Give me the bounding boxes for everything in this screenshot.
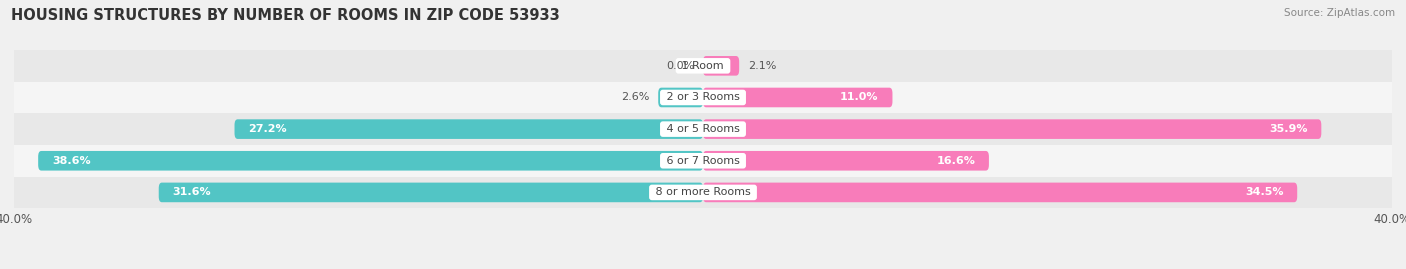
Text: 11.0%: 11.0% (841, 93, 879, 102)
Text: Source: ZipAtlas.com: Source: ZipAtlas.com (1284, 8, 1395, 18)
FancyBboxPatch shape (703, 183, 1298, 202)
FancyBboxPatch shape (38, 151, 703, 171)
Text: 16.6%: 16.6% (936, 156, 976, 166)
Text: 2 or 3 Rooms: 2 or 3 Rooms (662, 93, 744, 102)
FancyBboxPatch shape (703, 151, 988, 171)
Text: 34.5%: 34.5% (1244, 187, 1284, 197)
Text: 6 or 7 Rooms: 6 or 7 Rooms (662, 156, 744, 166)
Bar (14, 50, 1392, 82)
FancyBboxPatch shape (159, 183, 703, 202)
Bar (14, 113, 1392, 145)
Bar (14, 176, 1392, 208)
Text: 4 or 5 Rooms: 4 or 5 Rooms (662, 124, 744, 134)
Text: 0.0%: 0.0% (666, 61, 695, 71)
FancyBboxPatch shape (703, 119, 1322, 139)
Text: 8 or more Rooms: 8 or more Rooms (652, 187, 754, 197)
Text: HOUSING STRUCTURES BY NUMBER OF ROOMS IN ZIP CODE 53933: HOUSING STRUCTURES BY NUMBER OF ROOMS IN… (11, 8, 560, 23)
Text: 2.6%: 2.6% (621, 93, 650, 102)
Bar (14, 82, 1392, 113)
FancyBboxPatch shape (658, 88, 703, 107)
Text: 2.1%: 2.1% (748, 61, 776, 71)
Text: 27.2%: 27.2% (249, 124, 287, 134)
Text: 1 Room: 1 Room (679, 61, 727, 71)
Text: 38.6%: 38.6% (52, 156, 90, 166)
Text: 31.6%: 31.6% (173, 187, 211, 197)
Text: 35.9%: 35.9% (1270, 124, 1308, 134)
Legend: Owner-occupied, Renter-occupied: Owner-occupied, Renter-occupied (579, 266, 827, 269)
FancyBboxPatch shape (703, 88, 893, 107)
FancyBboxPatch shape (235, 119, 703, 139)
Bar (14, 145, 1392, 176)
FancyBboxPatch shape (703, 56, 740, 76)
